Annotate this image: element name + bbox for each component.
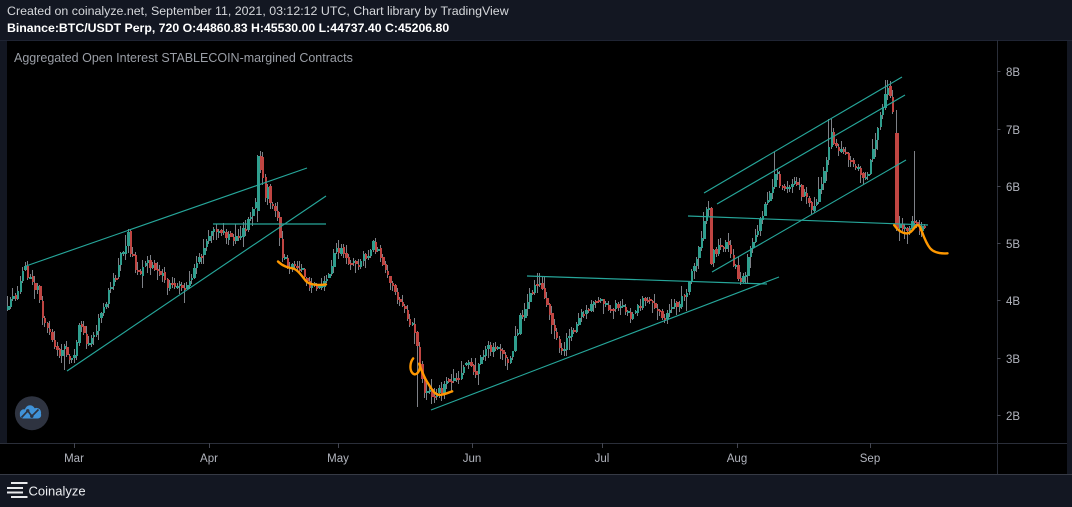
svg-text:Mar: Mar [64,453,84,465]
svg-text:Coinalyze: Coinalyze [29,484,86,499]
svg-text:Sep: Sep [860,453,880,465]
svg-text:4B: 4B [1006,296,1020,308]
svg-text:5B: 5B [1006,239,1020,251]
svg-text:Jul: Jul [595,453,610,465]
svg-text:6B: 6B [1006,182,1020,194]
svg-text:Aug: Aug [727,453,747,465]
svg-text:2B: 2B [1006,411,1020,423]
svg-text:May: May [327,453,349,465]
svg-text:Apr: Apr [200,453,218,465]
svg-text:8B: 8B [1006,67,1020,79]
svg-text:Jun: Jun [463,453,482,465]
svg-text:7B: 7B [1006,125,1020,137]
svg-text:Binance:BTC/USDT Perp, 720 O:4: Binance:BTC/USDT Perp, 720 O:44860.83 H:… [7,21,449,35]
svg-text:Aggregated Open Interest STABL: Aggregated Open Interest STABLECOIN-marg… [14,51,353,65]
svg-text:Created on coinalyze.net, Sept: Created on coinalyze.net, September 11, … [7,4,509,18]
svg-text:3B: 3B [1006,354,1020,366]
